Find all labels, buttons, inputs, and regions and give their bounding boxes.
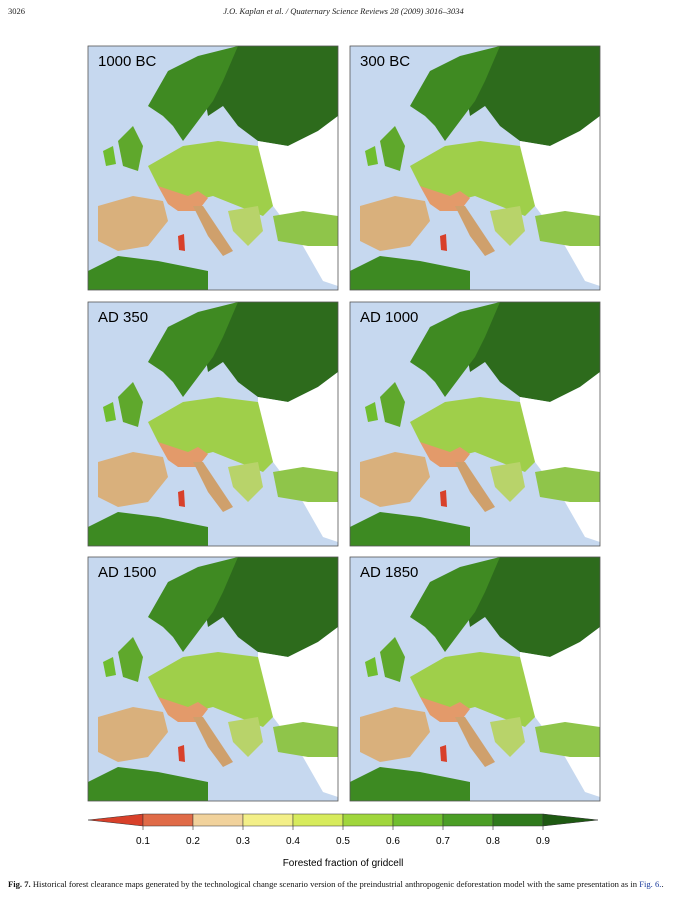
page-number: 3026 [8,6,25,16]
colorbar-extension [542,813,599,827]
panel-label: 1000 BC [98,53,157,70]
map-panel: AD 1000 [349,301,601,547]
panel-label: AD 1500 [98,564,156,581]
map-image [350,46,600,290]
colorbar-tick-label: 0.1 [136,836,150,847]
colorbar-tick-label: 0.2 [186,836,200,847]
figure: 1000 BC 300 BC AD 350 AD 1000 AD 1500 AD 1850… [87,45,601,869]
caption-text: Historical forest clearance maps generat… [32,879,638,889]
map-image [350,302,600,546]
colorbar-tick-label: 0.3 [236,836,250,847]
map-image [88,46,338,290]
caption: Fig. 7. Historical forest clearance maps… [8,879,682,890]
caption-label: Fig. 7. [8,879,31,889]
map-panel: 300 BC [349,45,601,291]
colorbar-segment [242,813,294,827]
colorbar-tick-label: 0.8 [486,836,500,847]
panel-label: AD 1850 [360,564,418,581]
map-panel: AD 1500 [87,556,339,802]
map-panel: AD 1850 [349,556,601,802]
panel-frame [349,45,601,291]
panel-label: AD 350 [98,309,148,326]
colorbar-segment [442,813,494,827]
panel-label: AD 1000 [360,309,418,326]
colorbar-tick-label: 0.9 [536,836,550,847]
colorbar-tick-label: 0.6 [386,836,400,847]
colorbar-segment [492,813,544,827]
map-image [88,302,338,546]
map-panel: AD 350 [87,301,339,547]
running-title: J.O. Kaplan et al. / Quaternary Science … [223,6,464,16]
panel-label: 300 BC [360,53,410,70]
panel-frame [87,45,339,291]
panel-frame [349,556,601,802]
colorbar-tick-label: 0.4 [286,836,300,847]
colorbar-label: Forested fraction of gridcell [283,858,404,869]
caption-end: . [661,879,664,889]
panel-frame [87,301,339,547]
colorbar-segment [142,813,194,827]
figure-reference[interactable]: Fig. 6. [639,879,662,889]
colorbar-segment [392,813,444,827]
colorbar-tick-label: 0.7 [436,836,450,847]
colorbar-segment [342,813,394,827]
map-panel: 1000 BC [87,45,339,291]
colorbar-extension [87,813,144,827]
map-image [350,557,600,801]
panel-frame [87,556,339,802]
map-image [88,557,338,801]
colorbar-tick-label: 0.5 [336,836,350,847]
colorbar-segment [192,813,244,827]
colorbar-segment [292,813,344,827]
panel-frame [349,301,601,547]
